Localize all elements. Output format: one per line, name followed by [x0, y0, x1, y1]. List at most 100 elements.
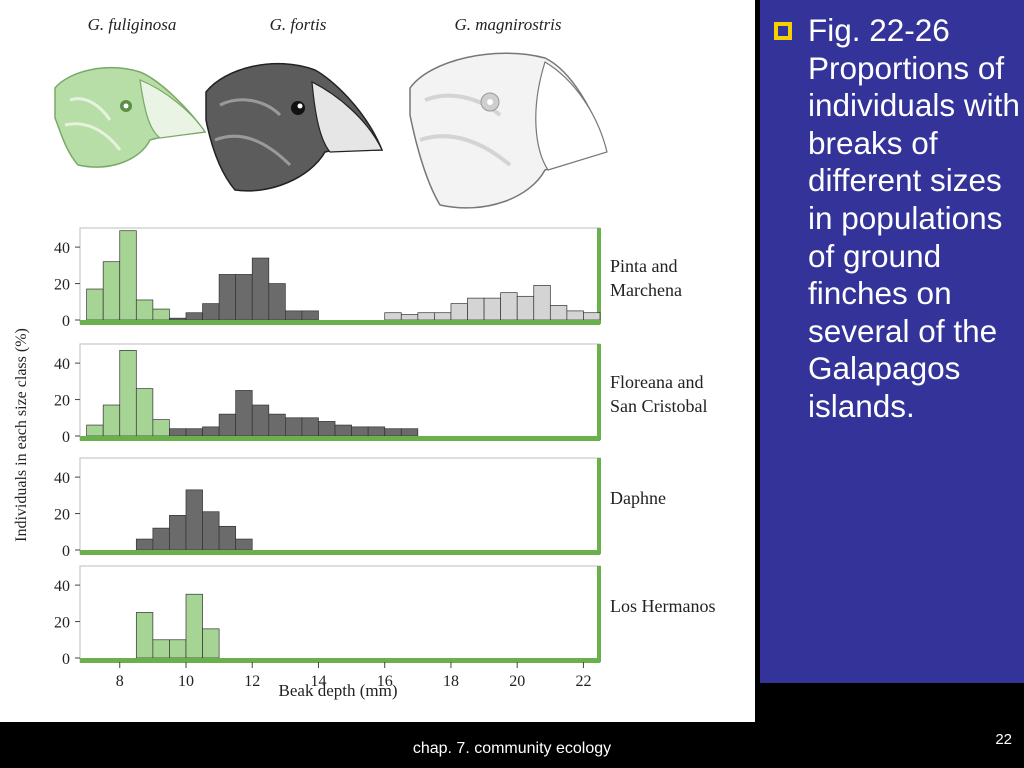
x-tick-label: 22 [575, 673, 591, 690]
bar [533, 285, 551, 321]
bar [185, 312, 203, 321]
bar [301, 417, 319, 437]
panel-baseline [80, 550, 600, 555]
island-label: Pinta and [610, 256, 678, 276]
bar [169, 639, 187, 659]
x-tick-label: 20 [509, 673, 525, 690]
bar [135, 612, 154, 659]
bar [516, 295, 535, 321]
bar [119, 230, 137, 321]
x-tick-label: 10 [178, 673, 194, 690]
bar [185, 428, 203, 437]
island-label: Marchena [610, 280, 682, 300]
bar [417, 312, 435, 321]
bar [467, 297, 485, 321]
finch-head-fortis [205, 62, 384, 192]
bar [351, 426, 369, 437]
bar [102, 261, 121, 321]
y-tick-label: 20 [54, 277, 70, 294]
figure: G. fuliginosa G. fortis G. magnirostris … [0, 0, 755, 722]
page-number: 22 [995, 731, 1012, 748]
bar [400, 314, 419, 321]
panel-right-edge [597, 458, 601, 554]
panel-right-edge [597, 344, 601, 440]
bar [135, 538, 154, 551]
caption-panel: Fig. 22-26 Proportions of individuals wi… [760, 0, 1024, 683]
y-axis-label: Individuals in each size class (%) [13, 328, 30, 542]
bar [218, 413, 237, 437]
finch-beak-chart: G. fuliginosa G. fortis G. magnirostris … [13, 15, 715, 700]
bar [218, 525, 237, 551]
bar [450, 303, 468, 321]
y-tick-label: 40 [54, 470, 70, 487]
panel-right-edge [597, 566, 601, 662]
bar [235, 390, 253, 437]
bar [135, 299, 154, 321]
bar [235, 274, 253, 321]
bar [152, 527, 170, 551]
species-label-fuliginosa: G. fuliginosa [88, 15, 177, 34]
bar [152, 639, 170, 659]
bar [152, 419, 170, 437]
bar [169, 317, 187, 321]
island-label: Daphne [610, 488, 666, 508]
y-tick-label: 40 [54, 240, 70, 257]
bar [152, 308, 170, 321]
island-label: San Cristobal [610, 396, 708, 416]
x-tick-label: 18 [443, 673, 459, 690]
bar [268, 413, 286, 437]
y-tick-label: 0 [62, 651, 70, 668]
bar [285, 417, 303, 437]
bar [119, 350, 137, 437]
bullet-square-icon [774, 22, 792, 40]
bar [268, 283, 286, 321]
panel-baseline [80, 320, 600, 325]
island-label: Los Hermanos [610, 596, 715, 616]
bar [434, 312, 452, 321]
bar [251, 404, 270, 437]
y-tick-label: 20 [54, 393, 70, 410]
bar [218, 274, 237, 321]
bar [318, 421, 336, 437]
bar [251, 257, 270, 321]
y-tick-label: 40 [54, 578, 70, 595]
bar [202, 426, 220, 437]
slide-footer: chap. 7. community ecology 22 [0, 722, 1024, 768]
bar [483, 297, 501, 321]
bar [367, 426, 386, 437]
y-tick-label: 0 [62, 313, 70, 330]
bar [500, 292, 518, 321]
x-tick-label: 8 [116, 673, 124, 690]
x-tick-label: 12 [244, 673, 260, 690]
finch-head-magnirostris [409, 52, 608, 209]
bar [566, 310, 584, 321]
footer-title: chap. 7. community ecology [412, 740, 612, 757]
bar [235, 538, 253, 551]
bar [169, 515, 187, 551]
y-tick-label: 20 [54, 615, 70, 632]
bar [334, 424, 352, 437]
bar [185, 593, 203, 659]
x-tick-label: 14 [310, 673, 326, 690]
y-tick-label: 0 [62, 429, 70, 446]
island-label: Floreana and [610, 372, 703, 392]
species-label-magnirostris: G. magnirostris [454, 15, 561, 34]
y-tick-label: 0 [62, 543, 70, 560]
panel-baseline [80, 436, 600, 441]
bar [86, 424, 104, 437]
finch-head-fuliginosa [54, 66, 207, 168]
bar [583, 312, 601, 321]
bar [549, 305, 568, 321]
bar [202, 303, 220, 321]
bar [202, 628, 220, 659]
bar [202, 511, 220, 551]
panel-baseline [80, 658, 600, 663]
bar [301, 310, 319, 321]
x-axis-label: Beak depth (mm) [279, 681, 398, 700]
bar [384, 312, 402, 321]
y-tick-label: 20 [54, 507, 70, 524]
bar [285, 310, 303, 321]
bar [185, 489, 203, 551]
y-tick-label: 40 [54, 356, 70, 373]
species-label-fortis: G. fortis [270, 15, 327, 34]
